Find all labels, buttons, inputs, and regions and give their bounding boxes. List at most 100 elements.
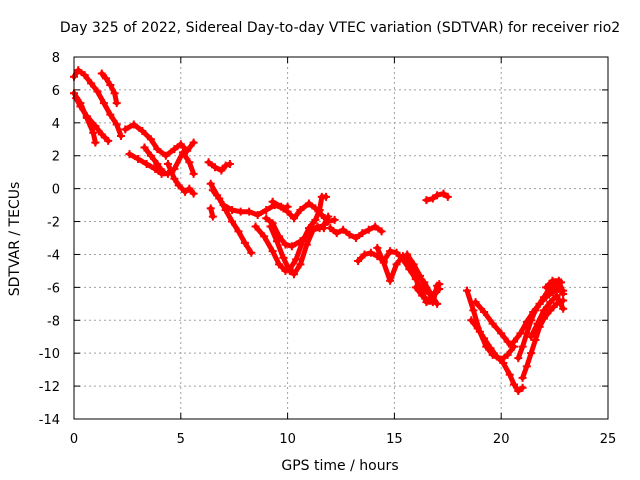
data-point — [486, 344, 495, 353]
data-point — [443, 192, 452, 201]
data-point — [251, 222, 260, 231]
data-point — [228, 217, 237, 226]
data-point — [217, 166, 226, 175]
data-point — [373, 243, 382, 252]
data-point — [392, 260, 401, 269]
series-arc-27 — [514, 278, 566, 363]
data-point — [311, 204, 320, 213]
data-point — [206, 204, 215, 213]
data-point — [418, 291, 427, 300]
data-point — [518, 383, 527, 392]
data-point — [91, 122, 100, 131]
data-point — [275, 260, 284, 269]
data-point — [480, 334, 489, 343]
y-tick-label: 6 — [52, 84, 60, 99]
series-arc-15 — [268, 197, 339, 226]
data-point — [142, 159, 151, 168]
data-point — [386, 247, 395, 256]
data-point — [163, 159, 172, 168]
data-point — [518, 342, 527, 351]
data-point — [283, 207, 292, 216]
y-tick-label: 4 — [52, 117, 60, 132]
series-line — [468, 317, 526, 394]
series-arc-16 — [262, 214, 328, 251]
data-point — [492, 352, 501, 361]
data-point — [371, 222, 380, 231]
y-tick-label: -12 — [39, 380, 60, 395]
data-point — [125, 150, 134, 159]
data-point — [296, 260, 305, 269]
data-point — [287, 242, 296, 251]
data-point — [351, 234, 360, 242]
data-point — [317, 210, 326, 219]
data-point — [260, 232, 269, 241]
data-point — [189, 189, 198, 198]
data-point — [339, 225, 348, 234]
data-point — [527, 332, 536, 341]
data-point — [332, 229, 341, 238]
series-arc-13 — [251, 192, 331, 275]
data-point — [262, 214, 271, 223]
y-tick-label: -8 — [47, 314, 60, 329]
series-arc-22 — [422, 189, 452, 205]
series-line — [122, 122, 197, 159]
data-point — [268, 219, 277, 228]
series-line — [515, 279, 564, 361]
data-point — [354, 257, 363, 266]
data-point — [403, 250, 412, 259]
data-point — [424, 296, 433, 305]
data-point — [559, 289, 568, 298]
data-point — [392, 248, 401, 257]
y-tick-label: -2 — [47, 216, 60, 231]
data-point — [322, 192, 331, 201]
data-point — [76, 102, 85, 111]
data-point — [499, 359, 508, 368]
series-line — [270, 199, 338, 224]
data-point — [140, 143, 149, 152]
data-point — [93, 87, 102, 96]
data-point — [510, 380, 519, 389]
data-point — [559, 304, 568, 313]
data-point — [546, 298, 555, 307]
data-point — [161, 151, 170, 160]
data-point — [129, 120, 138, 129]
data-point — [296, 206, 305, 215]
data-point — [262, 206, 271, 215]
data-point — [358, 229, 367, 238]
data-point — [503, 350, 512, 359]
data-point — [208, 212, 217, 221]
x-tick-label: 5 — [177, 432, 185, 447]
data-point — [422, 196, 431, 205]
y-tick-label: -6 — [47, 281, 60, 296]
data-point — [296, 237, 305, 246]
x-tick-label: 15 — [386, 432, 403, 447]
data-point — [544, 288, 553, 297]
series-arc-3 — [72, 94, 113, 145]
data-point — [518, 373, 527, 382]
data-point — [210, 163, 219, 172]
data-point — [471, 298, 480, 307]
data-point — [416, 271, 425, 280]
y-tick-label: -10 — [39, 347, 60, 362]
data-point — [514, 354, 523, 363]
series-arc-30 — [542, 276, 568, 298]
data-point — [99, 99, 108, 108]
chart-title: Day 325 of 2022, Sidereal Day-to-day VTE… — [60, 20, 620, 36]
data-point — [531, 336, 540, 345]
data-point — [185, 158, 194, 167]
data-point — [552, 291, 561, 300]
data-point — [221, 161, 230, 170]
data-point — [106, 110, 115, 119]
data-series — [70, 66, 568, 396]
data-point — [539, 306, 548, 315]
data-point — [189, 169, 198, 178]
data-point — [514, 387, 523, 396]
data-point — [159, 168, 168, 177]
y-axis-ticks: -14 -12 -10 -8 -6 -4 -2 0 2 4 6 8 — [39, 51, 608, 428]
data-point — [189, 138, 198, 147]
data-point — [428, 194, 437, 203]
data-point — [272, 237, 281, 246]
x-tick-label: 0 — [70, 432, 78, 447]
data-point — [290, 270, 299, 279]
